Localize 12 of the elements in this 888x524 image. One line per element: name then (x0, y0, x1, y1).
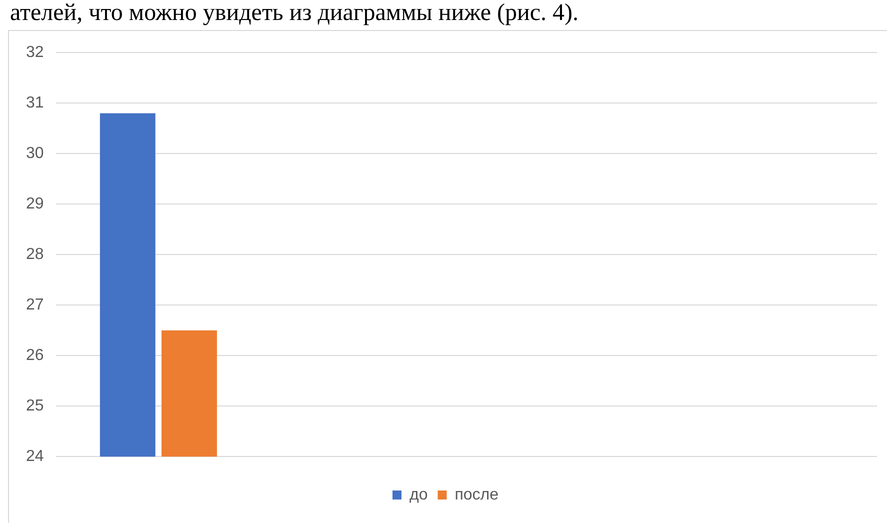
y-tick-label: 25 (26, 398, 44, 415)
y-tick-label: 32 (26, 44, 44, 62)
y-tick-label: 29 (26, 196, 44, 213)
y-tick-label: 26 (26, 347, 44, 364)
y-tick-label: 24 (26, 448, 44, 466)
y-tick-label: 31 (26, 94, 44, 112)
legend-label: после (454, 486, 499, 504)
legend-label: до (409, 486, 428, 504)
y-tick-label: 27 (26, 296, 44, 314)
text: ателей, что можно увидеть из диаграммы ниже (рис. 4). (10, 0, 578, 27)
y-tick-label: 30 (26, 145, 44, 162)
y-tick-label: 28 (26, 246, 44, 264)
